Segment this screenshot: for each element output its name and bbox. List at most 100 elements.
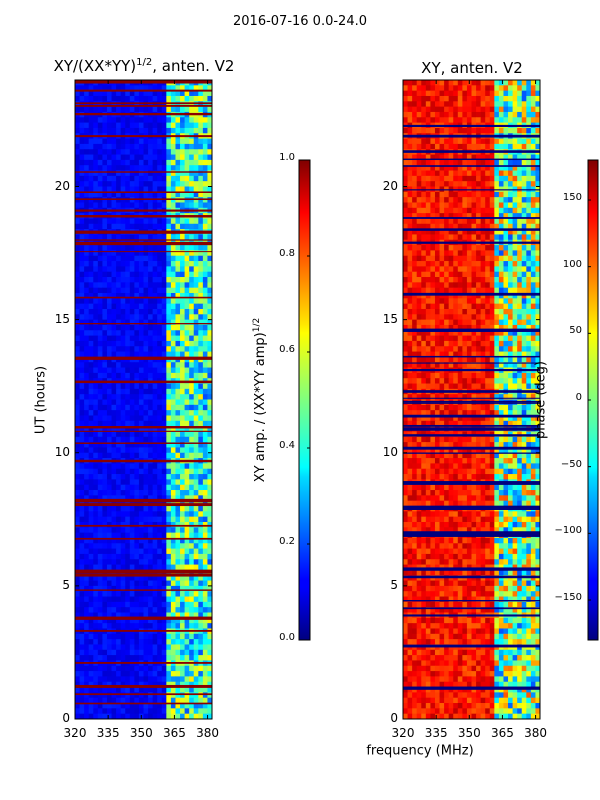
heatmap-cell [166,713,172,720]
heatmap-cell [138,191,144,198]
heatmap-cell [79,255,85,262]
heatmap-cell [170,261,176,267]
heatmap-cell [180,452,185,459]
heatmap-cell [111,234,117,241]
heatmap-cell [480,250,486,257]
heatmap-cell [512,95,518,102]
heatmap-cell [157,447,163,454]
heatmap-cell [407,271,413,278]
heatmap-cell [193,346,199,352]
heatmap-streak [75,241,212,246]
heatmap-cell [102,165,108,171]
heatmap-cell [503,154,509,161]
heatmap-cell [453,308,459,315]
heatmap-cell [88,506,94,512]
heatmap-cell [152,479,158,486]
heatmap-cell [457,229,463,235]
heatmap-cell [166,138,172,145]
heatmap-cell [184,90,190,97]
heatmap-cell [152,420,158,427]
heatmap-cell [138,697,144,704]
heatmap-cell [120,367,126,374]
heatmap-cell [193,511,199,518]
heatmap-cell [170,234,176,241]
heatmap-cell [116,639,122,645]
heatmap-cell [434,293,440,299]
heatmap-cell [448,85,454,92]
heatmap-cell [198,149,204,155]
heatmap-cell [193,287,199,294]
heatmap-cell [143,644,149,651]
heatmap-cell [166,543,172,550]
heatmap-cell [106,420,112,427]
heatmap-cell [125,149,131,155]
heatmap-cell [84,266,90,273]
heatmap-cell [138,181,144,187]
heatmap-cell [93,639,99,645]
heatmap-cell [193,431,199,438]
heatmap-cell [421,197,427,203]
heatmap-cell [175,649,181,656]
heatmap-cell [138,143,144,150]
heatmap-cell [403,245,408,251]
heatmap-cell [157,463,163,470]
heatmap-cell [175,250,181,257]
heatmap-cell [202,623,208,629]
heatmap-cell [434,106,440,113]
heatmap-cell [170,676,176,683]
heatmap-cell [157,697,163,704]
heatmap-cell [407,287,413,294]
heatmap-cell [198,314,204,321]
heatmap-cell [102,612,108,619]
heatmap-cell [84,484,90,491]
heatmap-cell [120,234,126,241]
heatmap-cell [143,655,149,661]
heatmap-cell [138,404,144,411]
heatmap-cell [207,697,213,704]
heatmap-cell [93,271,99,278]
heatmap-cell [125,261,131,267]
heatmap-cell [198,388,204,395]
heatmap-cell [198,543,204,550]
heatmap-cell [430,80,436,86]
heatmap-cell [444,245,450,251]
heatmap-cell [521,261,527,267]
heatmap-cell [170,708,176,715]
heatmap-cell [170,170,176,177]
heatmap-cell [152,245,158,251]
heatmap-cell [152,234,158,241]
heatmap-cell [485,85,491,92]
heatmap-cell [207,708,213,715]
heatmap-cell [508,298,513,305]
heatmap-cell [125,580,131,587]
heatmap-cell [198,170,204,177]
heatmap-cell [116,415,122,422]
heatmap-cell [88,484,94,491]
heatmap-cell [170,463,176,470]
heatmap-cell [508,101,513,108]
heatmap-cell [79,287,85,294]
heatmap-cell [521,282,527,289]
heatmap-cell [189,223,195,230]
heatmap-cell [189,474,195,480]
heatmap-cell [97,649,103,656]
heatmap-cell [412,213,418,219]
heatmap-cell [202,282,208,289]
heatmap-cell [189,287,195,294]
heatmap-cell [143,521,149,528]
heatmap-cell [175,607,181,613]
heatmap-cell [97,511,103,518]
heatmap-cell [152,362,158,368]
heatmap-cell [489,207,495,214]
heatmap-cell [75,521,80,528]
heatmap-cell [430,213,436,219]
heatmap-cell [198,85,204,92]
heatmap-cell [526,245,532,251]
heatmap-cell [535,229,541,235]
heatmap-cell [116,181,122,187]
heatmap-cell [97,175,103,182]
heatmap-cell [84,143,90,150]
heatmap-cell [125,564,131,571]
heatmap-cell [75,431,80,438]
heatmap-cell [202,335,208,342]
